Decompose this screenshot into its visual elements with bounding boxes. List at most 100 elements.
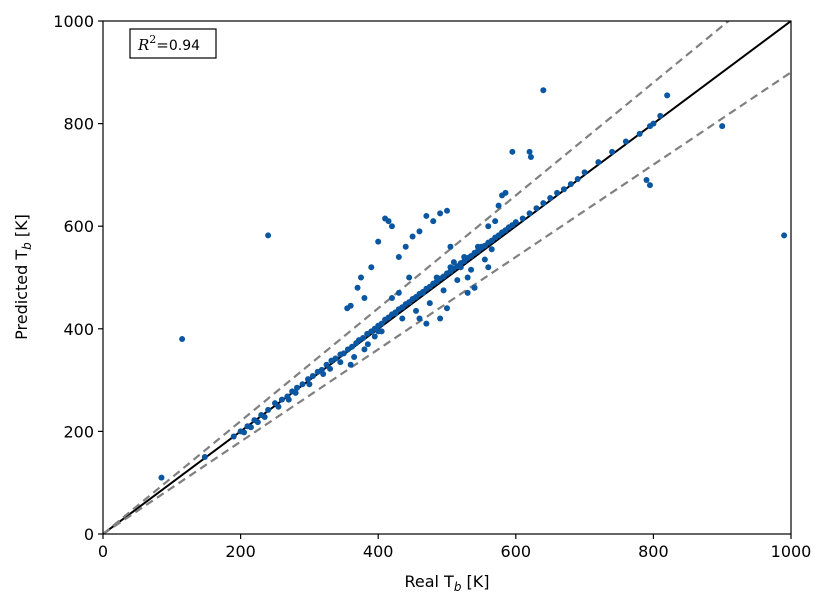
data-point xyxy=(241,429,248,436)
data-point xyxy=(409,233,416,240)
reference-lines xyxy=(103,21,791,534)
data-point xyxy=(419,289,426,296)
data-point xyxy=(560,186,567,193)
data-point xyxy=(509,148,516,155)
y-tick-label: 400 xyxy=(63,320,94,339)
data-point xyxy=(347,361,354,368)
y-axis-label-main: Predicted T xyxy=(12,250,31,340)
r2-equals: = xyxy=(156,36,169,54)
data-point xyxy=(416,315,423,322)
data-point xyxy=(554,189,561,196)
x-tick-label: 800 xyxy=(638,542,669,561)
data-point xyxy=(468,266,475,273)
data-point xyxy=(567,181,574,188)
plot-frame xyxy=(102,20,792,535)
data-point xyxy=(309,372,316,379)
data-point xyxy=(285,396,292,403)
data-point xyxy=(354,284,361,291)
data-point xyxy=(609,148,616,155)
data-point xyxy=(349,343,356,350)
data-point xyxy=(388,295,395,302)
data-point xyxy=(360,335,367,342)
data-point xyxy=(278,396,285,403)
y-axis-label-sub: b xyxy=(20,242,34,250)
y-tick-label: 1000 xyxy=(53,12,94,31)
data-point xyxy=(179,336,186,343)
data-point xyxy=(275,403,282,410)
data-point xyxy=(361,295,368,302)
data-point xyxy=(388,223,395,230)
data-point xyxy=(230,433,237,440)
data-point xyxy=(481,256,488,263)
data-point xyxy=(254,419,261,426)
data-point xyxy=(265,406,272,413)
data-point xyxy=(581,169,588,176)
data-point xyxy=(392,310,399,317)
data-point xyxy=(201,454,208,461)
data-point xyxy=(492,218,499,225)
data-point xyxy=(488,246,495,253)
data-point xyxy=(437,210,444,217)
data-point xyxy=(361,346,368,353)
data-point xyxy=(299,381,306,388)
data-point xyxy=(719,123,726,130)
data-point xyxy=(457,264,464,271)
data-point xyxy=(781,232,788,239)
data-point xyxy=(305,376,312,383)
data-point xyxy=(444,305,450,312)
data-point xyxy=(378,320,385,327)
data-point xyxy=(358,274,364,281)
data-point xyxy=(471,284,478,291)
data-point xyxy=(519,215,526,222)
data-point xyxy=(423,320,430,327)
data-point xyxy=(292,389,299,396)
data-point xyxy=(265,232,272,239)
data-point xyxy=(464,274,471,281)
data-point xyxy=(340,350,347,357)
y-axis-ticks: 0 200 400 600 800 1000 xyxy=(53,12,103,544)
data-point xyxy=(158,474,165,481)
data-point xyxy=(368,264,375,271)
data-point xyxy=(444,207,450,214)
data-point xyxy=(413,307,420,314)
data-point xyxy=(416,228,423,235)
data-point xyxy=(527,153,534,160)
data-point xyxy=(351,354,358,361)
data-point xyxy=(320,370,327,377)
data-point xyxy=(485,223,492,230)
data-point xyxy=(657,112,664,119)
y-tick-label: 800 xyxy=(63,115,94,134)
data-point xyxy=(450,259,457,266)
r2-annotation: R2=0.94 xyxy=(129,28,217,59)
data-point xyxy=(323,361,330,368)
data-point xyxy=(646,182,653,189)
data-point xyxy=(347,302,354,309)
data-point xyxy=(371,333,378,340)
data-point xyxy=(395,289,402,296)
y-tick-label: 600 xyxy=(63,217,94,236)
data-point xyxy=(474,243,481,250)
data-point xyxy=(399,315,406,322)
data-point xyxy=(526,210,533,217)
data-point xyxy=(395,253,402,260)
x-tick-label: 600 xyxy=(501,542,532,561)
data-point xyxy=(247,424,254,431)
data-point xyxy=(454,277,461,284)
data-point xyxy=(261,414,268,421)
data-point xyxy=(485,264,492,271)
data-point xyxy=(332,355,339,362)
data-point xyxy=(364,341,371,348)
y-axis-label: Predicted Tb [K] xyxy=(12,214,34,340)
data-point xyxy=(440,287,447,294)
r2-annotation-text: R2=0.94 xyxy=(137,33,200,54)
data-point xyxy=(502,189,509,196)
data-point xyxy=(650,120,657,127)
x-tick-label: 400 xyxy=(363,542,394,561)
x-axis-label: Real Tb [K] xyxy=(404,572,489,594)
bound-line xyxy=(103,71,791,534)
data-point xyxy=(385,218,392,225)
data-point xyxy=(433,274,440,281)
x-tick-label: 1000 xyxy=(771,542,812,561)
data-point xyxy=(447,264,454,271)
